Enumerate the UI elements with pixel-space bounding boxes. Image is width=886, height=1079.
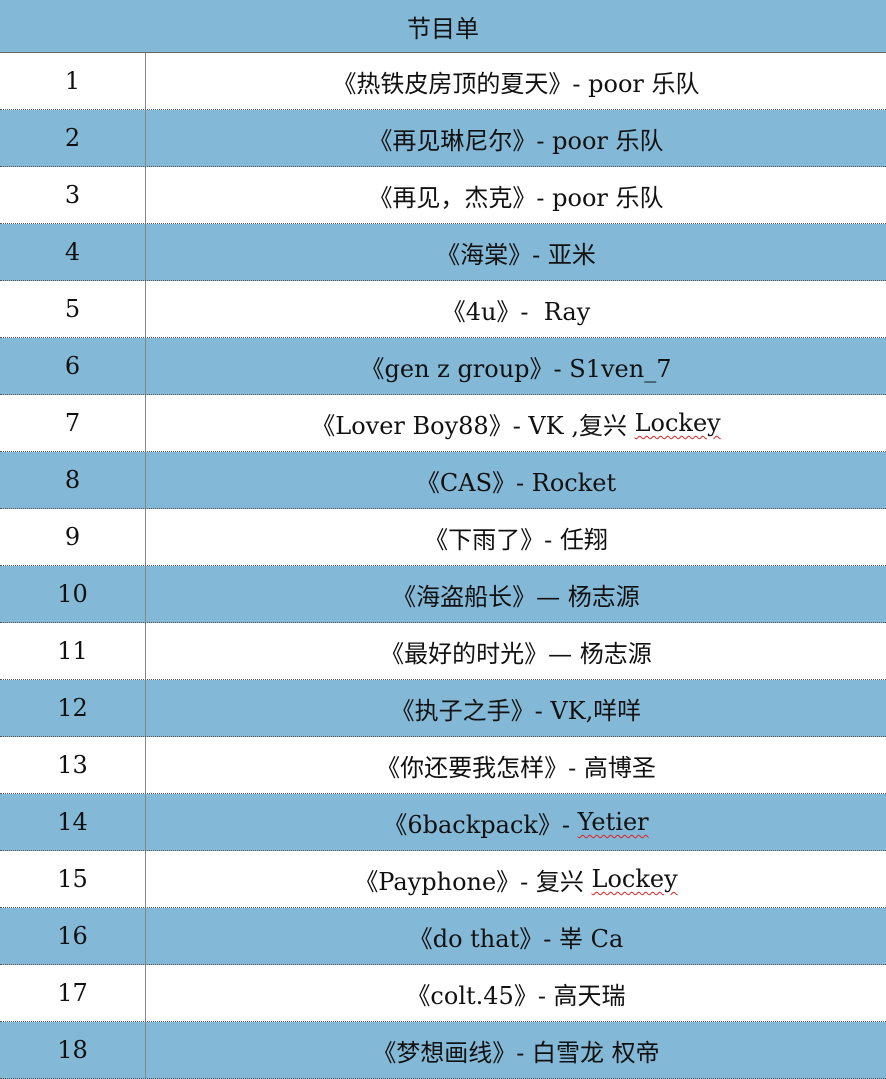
table-row: 16 《do that》- 峷 Ca bbox=[0, 908, 886, 965]
song-text: 《gen z group》- S1ven_7 bbox=[360, 354, 672, 383]
song-cell[interactable]: 《Lover Boy88》- VK ,复兴 Lockey bbox=[146, 395, 886, 451]
song-text: 《do that》- 峷 Ca bbox=[408, 924, 624, 953]
row-number: 14 bbox=[0, 794, 146, 850]
song-cell[interactable]: 《6backpack》- Yetier bbox=[146, 794, 886, 850]
song-text: 《Payphone》- 复兴 bbox=[354, 867, 592, 896]
table-body: 1 《热铁皮房顶的夏天》- poor 乐队 2 《再见琳尼尔》- poor 乐队 3 《再… bbox=[0, 53, 886, 1079]
song-cell[interactable]: 《gen z group》- S1ven_7 bbox=[146, 338, 886, 394]
row-number: 13 bbox=[0, 737, 146, 793]
song-text: 《6backpack》- bbox=[383, 810, 578, 839]
row-number: 7 bbox=[0, 395, 146, 451]
table-row: 14 《6backpack》- Yetier bbox=[0, 794, 886, 851]
song-text: 《你还要我怎样》- 高博圣 bbox=[376, 753, 656, 782]
song-text: 《梦想画线》- 白雪龙 权帝 bbox=[372, 1038, 660, 1067]
row-number: 9 bbox=[0, 509, 146, 565]
song-text: 《海棠》- 亚米 bbox=[436, 240, 596, 269]
row-number: 2 bbox=[0, 110, 146, 166]
song-cell[interactable]: 《Payphone》- 复兴 Lockey bbox=[146, 851, 886, 907]
table-row: 12 《执子之手》- VK,咩咩 bbox=[0, 680, 886, 737]
song-cell[interactable]: 《最好的时光》— 杨志源 bbox=[146, 623, 886, 679]
song-cell[interactable]: 《热铁皮房顶的夏天》- poor 乐队 bbox=[146, 53, 886, 109]
table-row: 17 《colt.45》- 高天瑞 bbox=[0, 965, 886, 1022]
song-text: 《4u》- Ray bbox=[441, 297, 591, 326]
table-row: 1 《热铁皮房顶的夏天》- poor 乐队 bbox=[0, 53, 886, 110]
spellcheck-flagged-word: Yetier bbox=[577, 808, 649, 836]
row-number: 4 bbox=[0, 224, 146, 280]
song-text: 《最好的时光》— 杨志源 bbox=[380, 639, 652, 668]
table-row: 6 《gen z group》- S1ven_7 bbox=[0, 338, 886, 395]
song-cell[interactable]: 《再见，杰克》- poor 乐队 bbox=[146, 167, 886, 223]
song-cell[interactable]: 《colt.45》- 高天瑞 bbox=[146, 965, 886, 1021]
song-text: 《下雨了》- 任翔 bbox=[424, 525, 608, 554]
table-row: 7 《Lover Boy88》- VK ,复兴 Lockey bbox=[0, 395, 886, 452]
table-row: 13 《你还要我怎样》- 高博圣 bbox=[0, 737, 886, 794]
song-cell[interactable]: 《CAS》- Rocket bbox=[146, 452, 886, 508]
table-row: 5 《4u》- Ray bbox=[0, 281, 886, 338]
row-number: 17 bbox=[0, 965, 146, 1021]
row-number: 3 bbox=[0, 167, 146, 223]
song-text: 《CAS》- Rocket bbox=[415, 468, 617, 497]
song-cell[interactable]: 《你还要我怎样》- 高博圣 bbox=[146, 737, 886, 793]
song-cell[interactable]: 《下雨了》- 任翔 bbox=[146, 509, 886, 565]
spellcheck-flagged-word: Lockey bbox=[634, 409, 721, 437]
table-row: 3 《再见，杰克》- poor 乐队 bbox=[0, 167, 886, 224]
row-number: 6 bbox=[0, 338, 146, 394]
row-number: 11 bbox=[0, 623, 146, 679]
song-text: 《colt.45》- 高天瑞 bbox=[406, 981, 626, 1010]
song-text: 《再见，杰克》- poor 乐队 bbox=[368, 183, 664, 212]
song-text: 《海盗船长》— 杨志源 bbox=[392, 582, 640, 611]
table-row: 15 《Payphone》- 复兴 Lockey bbox=[0, 851, 886, 908]
table-title: 节目单 bbox=[0, 0, 886, 53]
spellcheck-flagged-word: Lockey bbox=[591, 865, 678, 893]
song-text: 《再见琳尼尔》- poor 乐队 bbox=[368, 126, 664, 155]
table-row: 4 《海棠》- 亚米 bbox=[0, 224, 886, 281]
song-cell[interactable]: 《4u》- Ray bbox=[146, 281, 886, 337]
song-cell[interactable]: 《执子之手》- VK,咩咩 bbox=[146, 680, 886, 736]
table-row: 8 《CAS》- Rocket bbox=[0, 452, 886, 509]
row-number: 8 bbox=[0, 452, 146, 508]
song-cell[interactable]: 《海棠》- 亚米 bbox=[146, 224, 886, 280]
row-number: 15 bbox=[0, 851, 146, 907]
row-number: 5 bbox=[0, 281, 146, 337]
song-cell[interactable]: 《梦想画线》- 白雪龙 权帝 bbox=[146, 1022, 886, 1078]
table-row: 18 《梦想画线》- 白雪龙 权帝 bbox=[0, 1022, 886, 1079]
table-row: 2 《再见琳尼尔》- poor 乐队 bbox=[0, 110, 886, 167]
table-row: 11 《最好的时光》— 杨志源 bbox=[0, 623, 886, 680]
row-number: 12 bbox=[0, 680, 146, 736]
row-number: 1 bbox=[0, 53, 146, 109]
song-cell[interactable]: 《do that》- 峷 Ca bbox=[146, 908, 886, 964]
song-text: 《热铁皮房顶的夏天》- poor 乐队 bbox=[332, 69, 700, 98]
table-row: 10 《海盗船长》— 杨志源 bbox=[0, 566, 886, 623]
table-row: 9 《下雨了》- 任翔 bbox=[0, 509, 886, 566]
song-cell[interactable]: 《海盗船长》— 杨志源 bbox=[146, 566, 886, 622]
row-number: 10 bbox=[0, 566, 146, 622]
song-text: 《执子之手》- VK,咩咩 bbox=[390, 696, 642, 725]
song-text: 《Lover Boy88》- VK ,复兴 bbox=[311, 411, 635, 440]
row-number: 18 bbox=[0, 1022, 146, 1078]
row-number: 16 bbox=[0, 908, 146, 964]
song-cell[interactable]: 《再见琳尼尔》- poor 乐队 bbox=[146, 110, 886, 166]
